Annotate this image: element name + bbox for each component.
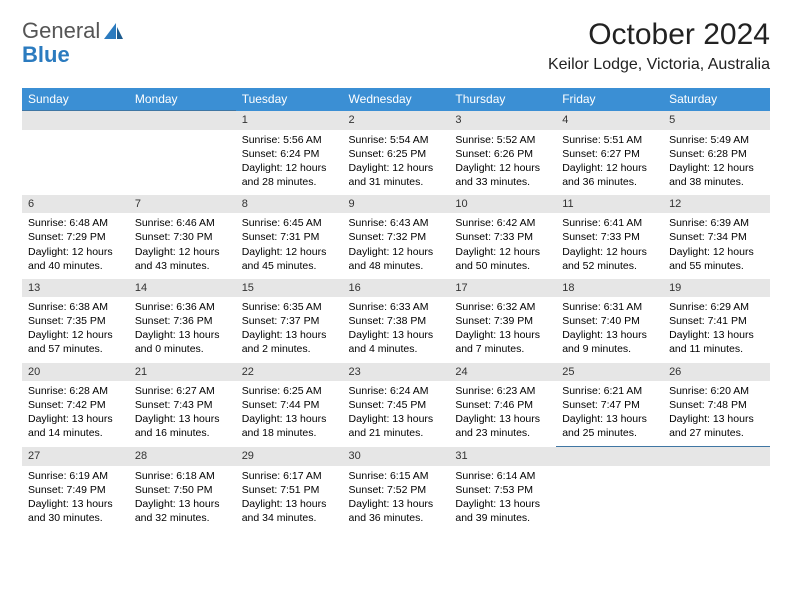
day-empty — [556, 447, 663, 466]
day-data: Sunrise: 6:20 AMSunset: 7:48 PMDaylight:… — [663, 381, 770, 447]
day-data: Sunrise: 6:48 AMSunset: 7:29 PMDaylight:… — [22, 213, 129, 279]
day-number: 8 — [236, 195, 343, 213]
day-number: 3 — [449, 111, 556, 130]
day-data: Sunrise: 6:39 AMSunset: 7:34 PMDaylight:… — [663, 213, 770, 279]
day-empty — [663, 447, 770, 466]
day-number: 9 — [343, 195, 450, 213]
day-number: 4 — [556, 111, 663, 130]
day-number: 26 — [663, 363, 770, 381]
day-data: Sunrise: 6:42 AMSunset: 7:33 PMDaylight:… — [449, 213, 556, 279]
day-number: 10 — [449, 195, 556, 213]
day-data: Sunrise: 6:21 AMSunset: 7:47 PMDaylight:… — [556, 381, 663, 447]
week-daynum-row: 20212223242526 — [22, 363, 770, 381]
logo-text-blue-wrap: Blue — [22, 42, 70, 68]
dow-monday: Monday — [129, 88, 236, 111]
day-empty — [129, 111, 236, 130]
day-data: Sunrise: 6:36 AMSunset: 7:36 PMDaylight:… — [129, 297, 236, 363]
week-data-row: Sunrise: 5:56 AMSunset: 6:24 PMDaylight:… — [22, 130, 770, 196]
week-daynum-row: 12345 — [22, 111, 770, 130]
day-number: 15 — [236, 279, 343, 297]
dow-tuesday: Tuesday — [236, 88, 343, 111]
day-number: 23 — [343, 363, 450, 381]
location: Keilor Lodge, Victoria, Australia — [548, 56, 770, 74]
day-data-empty — [22, 130, 129, 196]
header: General October 2024 Keilor Lodge, Victo… — [22, 18, 770, 80]
day-data: Sunrise: 6:14 AMSunset: 7:53 PMDaylight:… — [449, 466, 556, 532]
day-data: Sunrise: 6:23 AMSunset: 7:46 PMDaylight:… — [449, 381, 556, 447]
day-number: 1 — [236, 111, 343, 130]
week-data-row: Sunrise: 6:19 AMSunset: 7:49 PMDaylight:… — [22, 466, 770, 532]
calendar-body: 12345Sunrise: 5:56 AMSunset: 6:24 PMDayl… — [22, 111, 770, 532]
logo-text-general: General — [22, 18, 100, 44]
day-data: Sunrise: 5:52 AMSunset: 6:26 PMDaylight:… — [449, 130, 556, 196]
week-daynum-row: 13141516171819 — [22, 279, 770, 297]
day-number: 20 — [22, 363, 129, 381]
day-data: Sunrise: 6:35 AMSunset: 7:37 PMDaylight:… — [236, 297, 343, 363]
day-data: Sunrise: 6:18 AMSunset: 7:50 PMDaylight:… — [129, 466, 236, 532]
calendar-table: Sunday Monday Tuesday Wednesday Thursday… — [22, 88, 770, 531]
dow-thursday: Thursday — [449, 88, 556, 111]
day-data: Sunrise: 6:24 AMSunset: 7:45 PMDaylight:… — [343, 381, 450, 447]
logo-text-blue: Blue — [22, 42, 70, 67]
day-data: Sunrise: 6:27 AMSunset: 7:43 PMDaylight:… — [129, 381, 236, 447]
month-title: October 2024 — [548, 18, 770, 52]
day-number: 18 — [556, 279, 663, 297]
day-data: Sunrise: 5:49 AMSunset: 6:28 PMDaylight:… — [663, 130, 770, 196]
week-daynum-row: 6789101112 — [22, 195, 770, 213]
day-data: Sunrise: 6:41 AMSunset: 7:33 PMDaylight:… — [556, 213, 663, 279]
day-data: Sunrise: 6:38 AMSunset: 7:35 PMDaylight:… — [22, 297, 129, 363]
day-number: 6 — [22, 195, 129, 213]
day-number: 5 — [663, 111, 770, 130]
day-data: Sunrise: 6:19 AMSunset: 7:49 PMDaylight:… — [22, 466, 129, 532]
day-number: 2 — [343, 111, 450, 130]
dow-wednesday: Wednesday — [343, 88, 450, 111]
dow-row: Sunday Monday Tuesday Wednesday Thursday… — [22, 88, 770, 111]
day-number: 17 — [449, 279, 556, 297]
day-number: 29 — [236, 447, 343, 466]
day-data-empty — [129, 130, 236, 196]
day-data: Sunrise: 6:31 AMSunset: 7:40 PMDaylight:… — [556, 297, 663, 363]
day-number: 30 — [343, 447, 450, 466]
day-data: Sunrise: 5:51 AMSunset: 6:27 PMDaylight:… — [556, 130, 663, 196]
day-number: 13 — [22, 279, 129, 297]
day-data: Sunrise: 5:56 AMSunset: 6:24 PMDaylight:… — [236, 130, 343, 196]
week-data-row: Sunrise: 6:28 AMSunset: 7:42 PMDaylight:… — [22, 381, 770, 447]
day-data: Sunrise: 6:45 AMSunset: 7:31 PMDaylight:… — [236, 213, 343, 279]
day-data: Sunrise: 6:29 AMSunset: 7:41 PMDaylight:… — [663, 297, 770, 363]
day-data: Sunrise: 6:28 AMSunset: 7:42 PMDaylight:… — [22, 381, 129, 447]
day-data-empty — [663, 466, 770, 532]
day-number: 14 — [129, 279, 236, 297]
day-data: Sunrise: 6:43 AMSunset: 7:32 PMDaylight:… — [343, 213, 450, 279]
day-data: Sunrise: 6:33 AMSunset: 7:38 PMDaylight:… — [343, 297, 450, 363]
day-number: 7 — [129, 195, 236, 213]
dow-friday: Friday — [556, 88, 663, 111]
title-block: October 2024 Keilor Lodge, Victoria, Aus… — [548, 18, 770, 80]
day-number: 12 — [663, 195, 770, 213]
day-data: Sunrise: 6:15 AMSunset: 7:52 PMDaylight:… — [343, 466, 450, 532]
day-number: 11 — [556, 195, 663, 213]
day-data: Sunrise: 6:46 AMSunset: 7:30 PMDaylight:… — [129, 213, 236, 279]
logo-sail-icon — [102, 21, 124, 41]
day-number: 24 — [449, 363, 556, 381]
day-number: 16 — [343, 279, 450, 297]
day-data: Sunrise: 6:17 AMSunset: 7:51 PMDaylight:… — [236, 466, 343, 532]
dow-sunday: Sunday — [22, 88, 129, 111]
day-data: Sunrise: 6:25 AMSunset: 7:44 PMDaylight:… — [236, 381, 343, 447]
day-empty — [22, 111, 129, 130]
week-daynum-row: 2728293031 — [22, 447, 770, 466]
day-number: 21 — [129, 363, 236, 381]
week-data-row: Sunrise: 6:38 AMSunset: 7:35 PMDaylight:… — [22, 297, 770, 363]
day-number: 27 — [22, 447, 129, 466]
day-data-empty — [556, 466, 663, 532]
logo: General — [22, 18, 124, 44]
day-number: 19 — [663, 279, 770, 297]
day-number: 28 — [129, 447, 236, 466]
day-number: 22 — [236, 363, 343, 381]
day-number: 25 — [556, 363, 663, 381]
day-number: 31 — [449, 447, 556, 466]
day-data: Sunrise: 6:32 AMSunset: 7:39 PMDaylight:… — [449, 297, 556, 363]
dow-saturday: Saturday — [663, 88, 770, 111]
week-data-row: Sunrise: 6:48 AMSunset: 7:29 PMDaylight:… — [22, 213, 770, 279]
day-data: Sunrise: 5:54 AMSunset: 6:25 PMDaylight:… — [343, 130, 450, 196]
